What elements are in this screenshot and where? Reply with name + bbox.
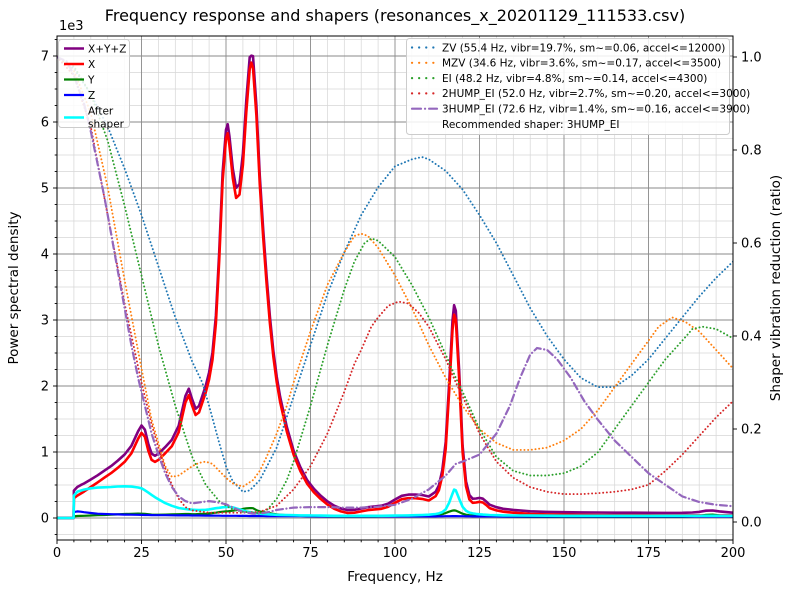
y-right-tick-label: 0.4 <box>741 330 762 345</box>
legend-main-label: X+Y+Z <box>88 43 126 55</box>
legend-shapers-box <box>406 38 730 135</box>
shaper-curve-mzv <box>57 56 733 488</box>
y-axis-offset-label: 1e3 <box>59 19 84 34</box>
psd-curve-x <box>57 61 733 520</box>
y-right-tick-label: 1.0 <box>741 51 762 66</box>
legend-shaper-label-mzv: MZV (34.6 Hz, vibr=3.6%, sm~=0.17, accel… <box>442 58 721 70</box>
shaper-curve-3hump_ei <box>57 55 733 515</box>
y-left-tick-label: 6 <box>41 116 49 131</box>
x-tick-label: 50 <box>218 546 235 561</box>
tick-marks <box>53 39 737 544</box>
y-right-tick-label: 0.0 <box>741 516 762 531</box>
legend-shapers: ZV (55.4 Hz, vibr=19.7%, sm~=0.06, accel… <box>406 38 750 135</box>
y-left-tick-label: 1 <box>41 446 49 461</box>
tick-labels: 0 25 50 75 100 125 150 175 200 0 1 2 3 4 5 6 7 0.0 0.2 0.4 0… <box>41 50 762 562</box>
x-tick-label: 100 <box>383 546 408 561</box>
y-left-tick-label: 0 <box>41 512 49 527</box>
x-tick-label: 125 <box>467 546 492 561</box>
legend-main-label: After <box>88 106 114 118</box>
x-tick-label: 0 <box>53 546 61 561</box>
psd-curve-after-shaper <box>57 484 733 520</box>
psd-curve-x-y-z <box>57 54 733 520</box>
shaper-curve-zv <box>57 56 733 493</box>
y-left-tick-label: 5 <box>41 182 49 197</box>
x-tick-label: 25 <box>133 546 150 561</box>
y-left-tick-label: 4 <box>41 248 49 263</box>
legend-main-label: shaper <box>88 119 125 131</box>
y-right-tick-label: 0.6 <box>741 237 762 252</box>
y-right-tick-label: 0.8 <box>741 144 762 159</box>
y-left-tick-label: 7 <box>41 50 49 65</box>
x-tick-label: 200 <box>721 546 746 561</box>
legend-main-label: Z <box>88 90 95 102</box>
shaper-curve-ei <box>57 56 733 515</box>
legend-recommendation: Recommended shaper: 3HUMP_EI <box>442 119 620 131</box>
shaper-curve-2hump_ei <box>57 56 733 514</box>
x-tick-label: 175 <box>636 546 661 561</box>
legend-main-label: X <box>88 59 95 71</box>
x-tick-label: 150 <box>552 546 577 561</box>
legend-shaper-label-2hump_ei: 2HUMP_EI (52.0 Hz, vibr=2.7%, sm~=0.20, … <box>442 88 750 100</box>
legend-shaper-label-3hump_ei: 3HUMP_EI (72.6 Hz, vibr=1.4%, sm~=0.16, … <box>442 104 750 116</box>
legend-main-box <box>58 39 130 128</box>
chart-title: Frequency response and shapers (resonanc… <box>105 6 685 26</box>
y-left-tick-label: 3 <box>41 314 49 329</box>
y-axis-label-left: Power spectral density <box>6 211 22 364</box>
legend-main-label: Y <box>87 74 95 86</box>
y-axis-label-right: Shaper vibration reduction (ratio) <box>768 175 784 401</box>
y-left-tick-label: 2 <box>41 380 49 395</box>
legend-shaper-label-zv: ZV (55.4 Hz, vibr=19.7%, sm~=0.06, accel… <box>442 42 725 54</box>
y-right-tick-label: 0.2 <box>741 423 762 438</box>
legend-shaper-label-ei: EI (48.2 Hz, vibr=4.8%, sm~=0.14, accel<… <box>442 73 707 85</box>
plot-curves <box>57 54 733 520</box>
x-tick-label: 75 <box>302 546 319 561</box>
x-axis-label: Frequency, Hz <box>347 569 443 585</box>
